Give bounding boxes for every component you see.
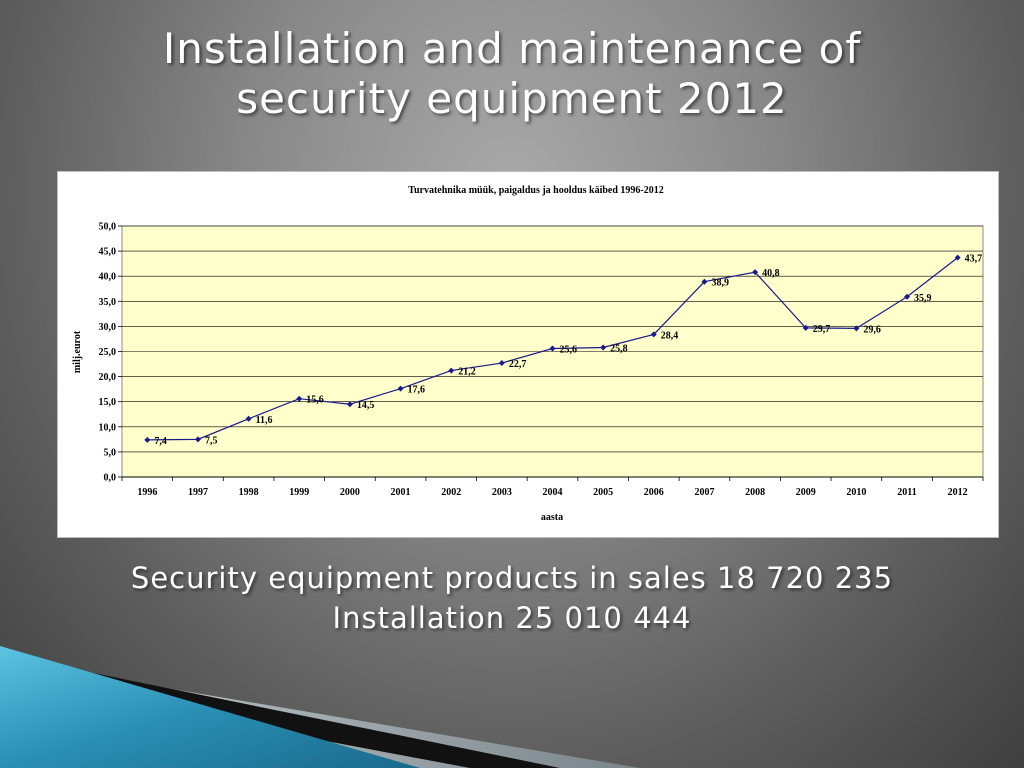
x-tick-label: 2001 — [391, 487, 411, 498]
data-point — [802, 324, 809, 331]
y-axis-ticks: 0,0 5,0 10,0 15,0 20,0 25,0 30,0 35,0 40,0 45,0 50… — [99, 222, 122, 484]
data-label: 22,7 — [509, 359, 526, 370]
data-point — [245, 415, 252, 422]
y-tick-label: 10,0 — [99, 422, 117, 433]
data-label: 11,6 — [256, 415, 273, 426]
gridlines — [122, 225, 983, 478]
data-label: 14,5 — [357, 400, 375, 411]
data-label: 28,4 — [661, 330, 679, 341]
data-label: 43,7 — [965, 254, 983, 265]
x-tick-label: 2008 — [745, 487, 765, 498]
x-tick-label: 1997 — [188, 487, 208, 498]
x-tick-label: 2002 — [441, 487, 461, 498]
y-axis-title: milj.eurot — [72, 330, 83, 373]
data-label: 21,2 — [458, 367, 476, 378]
ribbon-blue — [0, 646, 420, 768]
data-label: 29,6 — [863, 324, 881, 335]
x-tick-label: 2009 — [796, 487, 816, 498]
x-tick-label: 1996 — [137, 487, 157, 498]
data-label: 35,9 — [914, 293, 932, 304]
data-point — [296, 395, 303, 402]
data-point — [448, 367, 455, 374]
data-point — [346, 401, 353, 408]
data-point — [600, 344, 607, 351]
data-point — [498, 360, 505, 367]
y-tick-label: 50,0 — [99, 222, 117, 233]
x-axis-ticks: 1996 1997 1998 1999 2000 2001 2002 2003 2004 2005… — [121, 477, 984, 498]
data-label: 25,6 — [560, 344, 578, 355]
data-point — [853, 325, 860, 332]
chart-panel: Turvatehnika müük, paigaldus ja hooldus … — [57, 171, 999, 538]
y-tick-label: 15,0 — [99, 397, 117, 408]
y-tick-label: 35,0 — [99, 297, 117, 308]
x-tick-label: 2011 — [897, 487, 916, 498]
data-point — [904, 293, 911, 300]
data-label: 25,8 — [610, 343, 628, 354]
x-tick-label: 2006 — [644, 487, 664, 498]
y-tick-label: 30,0 — [99, 322, 117, 333]
data-point — [549, 345, 556, 352]
data-label: 15,6 — [306, 395, 324, 406]
x-tick-label: 2005 — [593, 487, 613, 498]
y-tick-label: 5,0 — [104, 447, 117, 458]
x-tick-label: 2003 — [492, 487, 512, 498]
slide-title: Installation and maintenance of security… — [60, 24, 964, 124]
ribbon-black — [0, 654, 560, 768]
data-label: 17,6 — [408, 385, 426, 396]
data-label: 7,5 — [205, 435, 218, 446]
data-points — [144, 254, 961, 443]
x-tick-label: 2000 — [340, 487, 360, 498]
data-point — [954, 254, 961, 261]
x-tick-label: 2010 — [846, 487, 866, 498]
y-tick-label: 25,0 — [99, 347, 117, 358]
data-point — [397, 385, 404, 392]
x-tick-label: 2012 — [948, 487, 968, 498]
line-chart: Turvatehnika müük, paigaldus ja hooldus … — [72, 185, 984, 523]
data-point — [752, 269, 759, 276]
chart-title: Turvatehnika müük, paigaldus ja hooldus … — [408, 185, 664, 196]
x-axis-title: aasta — [541, 512, 563, 523]
y-tick-label: 20,0 — [99, 372, 117, 383]
data-point — [194, 436, 201, 443]
decorative-corner-ribbons — [0, 646, 640, 768]
caption: Security equipment products in sales 18 … — [40, 558, 984, 638]
data-label: 40,8 — [762, 268, 780, 279]
data-label: 7,4 — [154, 436, 167, 447]
slide-title-line-2: security equipment 2012 — [236, 74, 788, 123]
y-tick-label: 45,0 — [99, 247, 117, 258]
x-tick-label: 1998 — [239, 487, 259, 498]
x-tick-label: 2007 — [694, 487, 714, 498]
data-label: 29,7 — [813, 324, 831, 335]
caption-line-sales: Security equipment products in sales 18 … — [130, 561, 894, 595]
x-tick-label: 1999 — [289, 487, 309, 498]
caption-line-installation: Installation 25 010 444 — [332, 601, 692, 635]
x-tick-label: 2004 — [543, 487, 563, 498]
y-tick-label: 40,0 — [99, 272, 117, 283]
data-point — [650, 331, 657, 338]
data-label: 38,9 — [711, 278, 729, 289]
y-tick-label: 0,0 — [104, 473, 117, 484]
data-point — [144, 436, 151, 443]
data-labels: 7,4 7,5 11,6 15,6 14,5 17,6 21,2 22,7 25,6 25,8 28… — [154, 254, 982, 447]
data-point — [701, 278, 708, 285]
slide-title-line-1: Installation and maintenance of — [162, 24, 862, 73]
